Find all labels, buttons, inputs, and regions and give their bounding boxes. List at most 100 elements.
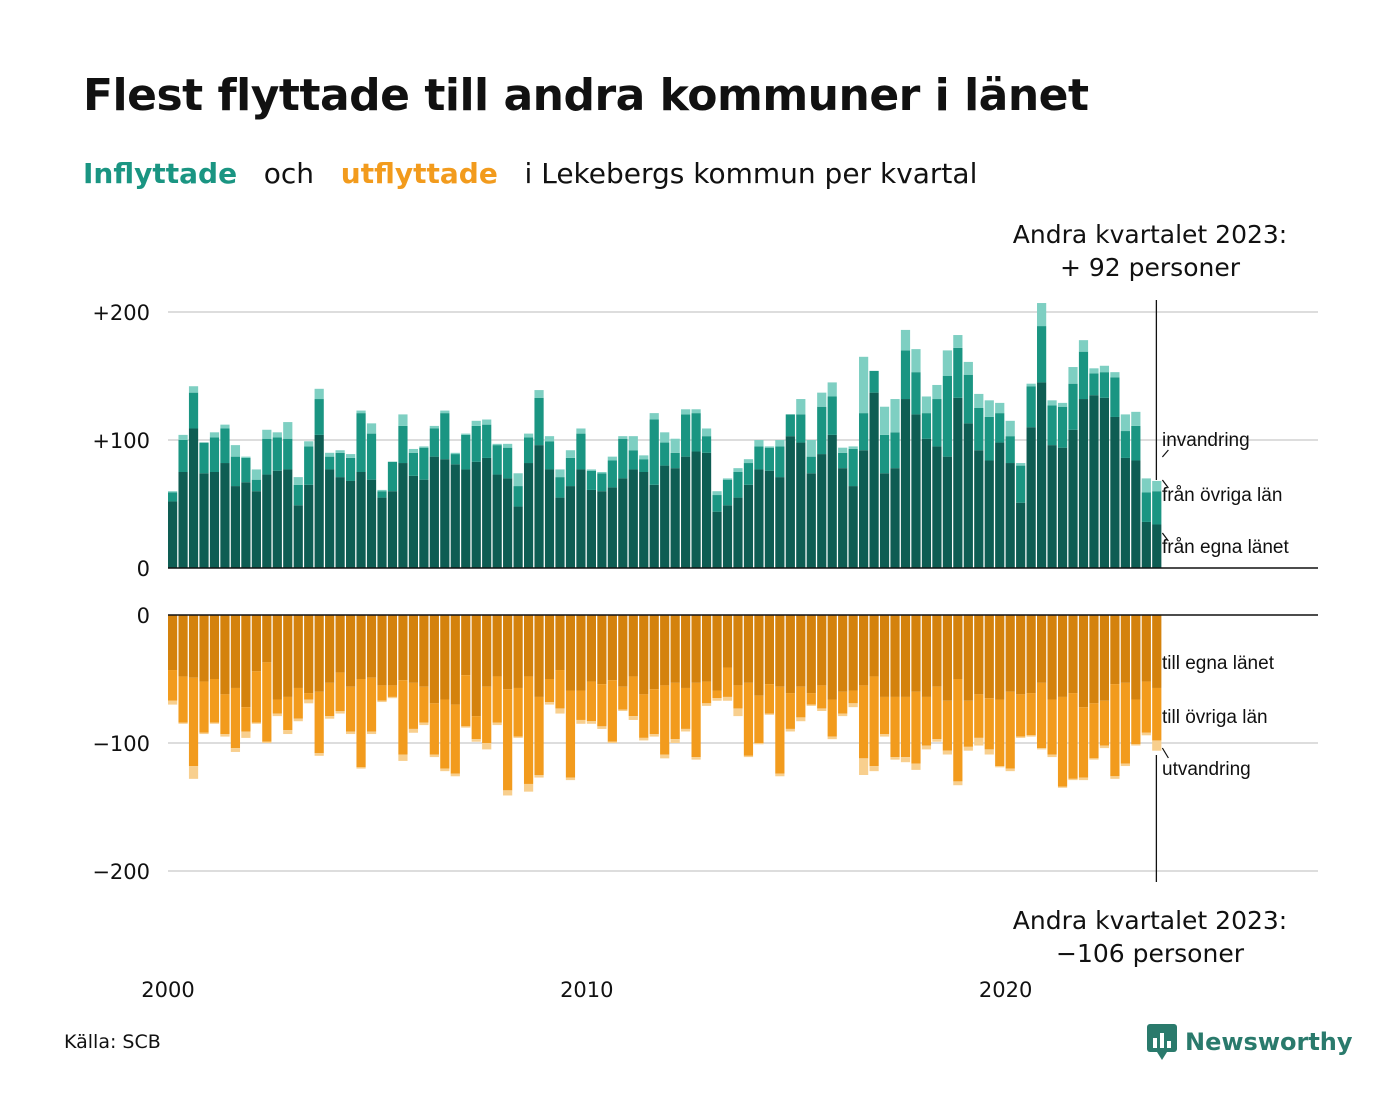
bar-in-egna (440, 459, 450, 568)
bar-out-ovriga (523, 676, 534, 784)
bar-out-egna (325, 615, 335, 683)
bar-out-utvandring (1068, 778, 1078, 781)
bar-out-ovriga (283, 696, 293, 731)
bar-in-ovriga (974, 408, 984, 451)
bar-in-ovriga (272, 437, 282, 471)
bar-in-ovriga (429, 428, 439, 457)
bar-out-egna (995, 615, 1005, 700)
bar-out-ovriga (262, 662, 272, 742)
bar-in-invandring (827, 382, 837, 397)
bar-out-egna (293, 615, 303, 688)
bar-out-ovriga (272, 699, 282, 714)
bar-out-ovriga (722, 667, 733, 697)
bar-out-utvandring (220, 734, 230, 737)
bar-out-utvandring (691, 757, 701, 760)
bar-in-ovriga (220, 428, 230, 464)
bar-in-invandring (1005, 420, 1015, 437)
bar-in-egna (869, 392, 879, 568)
bar-out-egna (984, 615, 994, 699)
bar-in-egna (335, 477, 345, 568)
bar-out-utvandring (503, 790, 513, 796)
bar-in-invandring (733, 468, 743, 472)
x-tick: 2010 (560, 978, 613, 1002)
bar-in-invandring (838, 447, 848, 453)
bar-out-utvandring (429, 754, 439, 758)
leader-line (1161, 532, 1169, 542)
bar-in-ovriga (1005, 436, 1015, 464)
bar-out-egna (660, 615, 670, 686)
bar-out-egna (1005, 615, 1015, 692)
bar-out-utvandring (513, 736, 523, 738)
bar-out-egna (440, 615, 450, 700)
brand-logo: Newsworthy (1147, 1022, 1353, 1062)
bar-out-utvandring (199, 732, 209, 735)
bar-out-utvandring (544, 702, 555, 705)
bar-in-invandring (178, 434, 188, 440)
utflyttade-bars (168, 615, 1162, 796)
bar-out-ovriga (1131, 699, 1141, 745)
bar-in-egna (325, 469, 335, 568)
bar-in-egna (461, 469, 471, 568)
bar-in-invandring (534, 390, 544, 398)
bar-out-egna (1078, 615, 1089, 708)
bar-in-ovriga (534, 397, 544, 446)
bar-out-egna (618, 615, 628, 687)
bar-in-egna (879, 473, 890, 568)
bar-out-egna (932, 615, 942, 687)
bar-out-utvandring (670, 739, 680, 743)
bar-out-utvandring (722, 696, 733, 701)
bar-out-ovriga (1099, 700, 1110, 746)
bar-in-egna (984, 460, 994, 568)
bar-in-egna (513, 506, 523, 568)
bar-out-egna (272, 615, 282, 700)
bar-out-egna (419, 615, 429, 687)
bar-out-egna (1120, 615, 1130, 683)
bar-in-ovriga (1131, 425, 1141, 461)
bar-in-egna (607, 487, 617, 568)
bar-in-egna (356, 472, 366, 568)
bar-in-ovriga (639, 459, 649, 472)
bar-out-egna (890, 615, 900, 697)
bar-out-egna (251, 615, 261, 672)
bar-out-egna (398, 615, 408, 681)
bar-in-ovriga (440, 413, 450, 460)
bar-out-egna (576, 615, 586, 691)
bar-out-ovriga (806, 693, 816, 705)
bar-out-ovriga (879, 696, 890, 735)
bar-out-ovriga (1037, 682, 1047, 749)
bar-in-egna (1026, 427, 1036, 568)
bar-out-egna (722, 615, 733, 668)
bar-in-egna (995, 442, 1005, 568)
bar-in-egna (806, 473, 816, 568)
bar-out-egna (408, 615, 419, 683)
bar-in-egna (785, 436, 795, 568)
bar-in-invandring (691, 409, 701, 414)
bar-out-egna (482, 615, 492, 687)
bar-out-utvandring (178, 722, 188, 724)
bar-in-egna (523, 463, 534, 568)
bar-out-ovriga (743, 682, 754, 756)
bar-in-invandring (471, 420, 481, 426)
bar-in-ovriga (188, 392, 199, 429)
bar-out-ovriga (471, 716, 481, 740)
bar-out-egna (963, 615, 973, 701)
bar-in-invandring (482, 419, 492, 425)
bar-in-egna (1099, 397, 1110, 568)
bar-in-invandring (942, 350, 952, 376)
bar-out-ovriga (639, 694, 649, 738)
bar-in-ovriga (775, 446, 785, 478)
bar-in-ovriga (628, 450, 638, 470)
bar-out-ovriga (220, 694, 230, 735)
bar-in-ovriga (681, 414, 691, 457)
bar-out-egna (209, 615, 220, 679)
bar-out-ovriga (597, 684, 607, 727)
bar-out-egna (262, 615, 272, 663)
bar-in-invandring (230, 445, 241, 457)
bar-out-utvandring (325, 716, 335, 719)
bar-in-invandring (848, 446, 858, 449)
bar-out-egna (356, 615, 366, 679)
bar-in-invandring (681, 409, 691, 415)
bar-out-utvandring (932, 739, 942, 742)
bar-out-egna (942, 615, 952, 701)
bar-in-invandring (1037, 303, 1047, 327)
